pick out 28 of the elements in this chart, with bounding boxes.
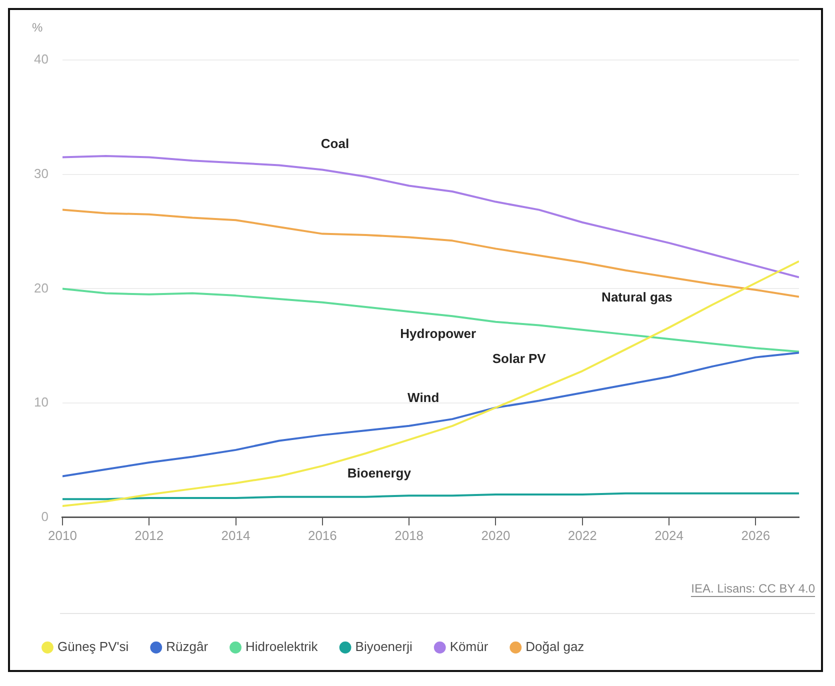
y-tick-label: 30: [34, 166, 48, 181]
x-tick-label: 2022: [568, 528, 597, 543]
annotation: Bioenergy: [347, 466, 412, 481]
legend-label: Hidroelektrik: [246, 639, 318, 654]
annotation: Natural gas: [602, 289, 672, 304]
x-tick-label: 2024: [654, 528, 684, 543]
annotation: Solar PV: [492, 351, 546, 366]
legend-label: Rüzgâr: [166, 639, 209, 654]
y-tick-label: 0: [41, 508, 48, 524]
y-tick-label: 20: [34, 280, 48, 296]
y-tick-label: 10: [34, 394, 48, 410]
x-tick-label: 2026: [741, 528, 770, 543]
annotation: Wind: [408, 390, 440, 406]
x-tick-label: 2014: [221, 528, 250, 543]
x-tick-label: 2010: [48, 528, 77, 543]
y-tick-label: 40: [34, 52, 48, 67]
x-tick-label: 2012: [134, 528, 164, 543]
legend-label: Biyoenerji: [355, 639, 412, 654]
text: IEA. Lisans: CC BY 4.0: [691, 581, 816, 596]
annotation: Hydropower: [400, 326, 476, 342]
legend-label: Doğal gaz: [526, 639, 584, 654]
x-tick-label: 2020: [481, 528, 510, 543]
x-tick-label: 2016: [308, 528, 337, 543]
y-axis-title: %: [32, 20, 43, 34]
legend-label: Kömür: [450, 639, 489, 654]
annotation: Coal: [320, 136, 350, 152]
legend-label: Güneş PV'si: [58, 639, 129, 654]
x-tick-label: 2018: [394, 528, 424, 543]
